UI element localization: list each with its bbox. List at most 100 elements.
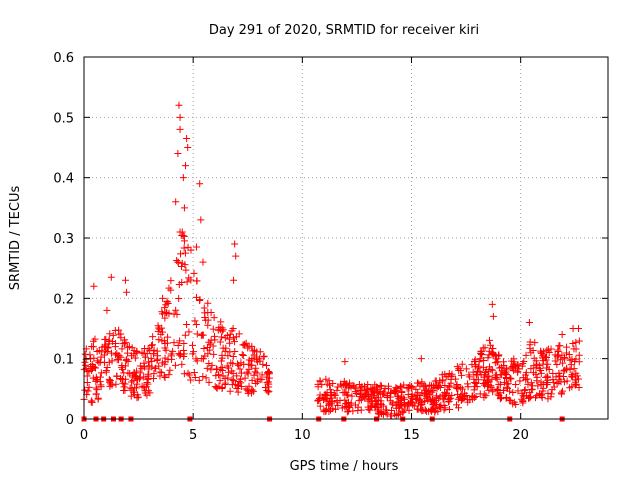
data-point <box>199 355 207 363</box>
data-point <box>444 386 452 394</box>
data-point <box>485 336 493 344</box>
y-tick-label: 0.5 <box>53 111 74 126</box>
data-point <box>218 384 226 392</box>
data-point <box>205 378 213 386</box>
data-point <box>165 284 173 292</box>
data-point <box>429 400 437 408</box>
data-point <box>356 386 364 394</box>
data-point <box>241 340 249 348</box>
data-point <box>431 407 439 415</box>
data-point <box>487 382 495 390</box>
data-point <box>418 389 426 397</box>
data-point <box>182 266 190 274</box>
data-point <box>248 361 256 369</box>
y-tick-label: 0.4 <box>53 172 74 187</box>
data-point <box>412 395 420 403</box>
data-point <box>343 408 351 416</box>
data-point <box>493 385 501 393</box>
data-point <box>504 384 512 392</box>
data-point <box>164 355 172 363</box>
data-point <box>568 383 576 391</box>
data-point <box>537 366 545 374</box>
data-point <box>316 391 324 399</box>
data-points <box>80 101 583 422</box>
data-point <box>569 373 577 381</box>
data-point <box>244 370 252 378</box>
data-point <box>316 377 324 385</box>
data-point <box>213 365 221 373</box>
data-point <box>247 387 255 395</box>
data-point <box>190 369 198 377</box>
data-point <box>445 395 453 403</box>
data-point <box>386 397 394 405</box>
data-point <box>433 392 441 400</box>
data-point <box>90 363 98 371</box>
data-point <box>572 380 580 388</box>
data-point <box>322 391 330 399</box>
data-point <box>149 333 157 341</box>
data-point-peak <box>123 288 131 296</box>
data-point <box>527 379 535 387</box>
data-point-peak <box>558 331 566 339</box>
data-point <box>462 365 470 373</box>
data-point-peak <box>172 198 180 206</box>
data-point <box>567 361 575 369</box>
data-point <box>96 358 104 366</box>
data-point <box>261 383 269 391</box>
data-point <box>243 386 251 394</box>
data-point <box>427 406 435 414</box>
data-point <box>412 385 420 393</box>
data-point <box>183 278 191 286</box>
data-point <box>102 335 110 343</box>
data-point-peak <box>489 312 497 320</box>
data-point-peak <box>488 300 496 308</box>
data-point <box>372 403 380 411</box>
y-axis-label: SRMTID / TECUs <box>8 186 23 291</box>
data-point <box>558 387 566 395</box>
data-point <box>561 355 569 363</box>
data-point <box>425 387 433 395</box>
data-point <box>177 350 185 358</box>
data-point <box>533 360 541 368</box>
data-point <box>328 400 336 408</box>
y-tick-label: 0.3 <box>53 232 74 247</box>
data-point <box>537 347 545 355</box>
data-point <box>471 382 479 390</box>
data-point <box>128 352 136 360</box>
data-point <box>505 396 513 404</box>
data-point <box>192 355 200 363</box>
data-point <box>118 376 126 384</box>
data-point <box>112 380 120 388</box>
data-point <box>159 328 167 336</box>
data-point-peak <box>417 355 425 363</box>
data-point <box>367 402 375 410</box>
data-point <box>526 394 534 402</box>
data-point <box>248 376 256 384</box>
data-point <box>477 348 485 356</box>
data-point <box>480 356 488 364</box>
data-point <box>111 326 119 334</box>
data-point <box>484 376 492 384</box>
data-point <box>522 376 530 384</box>
data-point <box>167 352 175 360</box>
data-point <box>92 384 100 392</box>
data-point <box>236 365 244 373</box>
data-point <box>518 362 526 370</box>
data-point <box>398 387 406 395</box>
data-point <box>254 375 262 383</box>
data-point <box>191 317 199 325</box>
data-point-peak <box>174 150 182 158</box>
data-point <box>360 382 368 390</box>
data-point <box>525 394 533 402</box>
data-point <box>93 376 101 384</box>
data-point <box>203 364 211 372</box>
data-point <box>231 338 239 346</box>
data-point <box>572 338 580 346</box>
data-point <box>89 374 97 382</box>
data-point <box>190 269 198 277</box>
data-point <box>101 359 109 367</box>
data-point <box>122 362 130 370</box>
data-point <box>445 382 453 390</box>
data-point <box>550 383 558 391</box>
